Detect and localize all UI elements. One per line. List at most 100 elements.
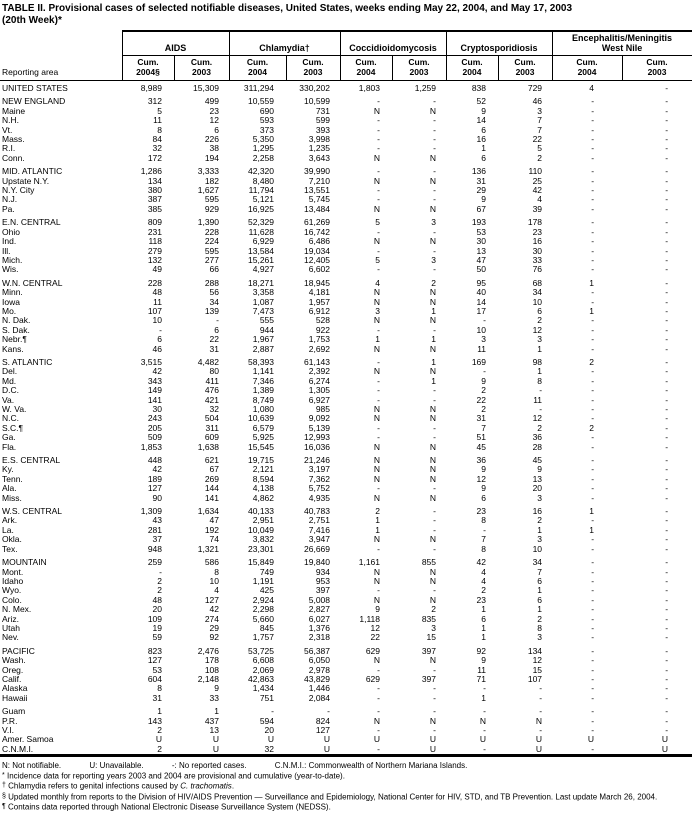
value-cell: 7,346 — [252, 376, 275, 386]
value-cell: 2 — [537, 153, 543, 163]
value-cell: 397 — [421, 674, 437, 684]
value-cell: N — [429, 204, 437, 214]
value-cell: - — [665, 83, 669, 93]
value-cell: - — [433, 484, 437, 494]
value-cell: - — [665, 423, 669, 433]
value-cell: 1,161 — [358, 558, 381, 568]
value-cell: - — [591, 395, 595, 405]
value-cell: 39,990 — [304, 167, 331, 177]
table-row: Va. 141 421 8,749 6,927 - - 22 11 - - — [0, 396, 692, 405]
value-cell: 17 — [476, 306, 487, 316]
reporting-area-cell: Ariz. — [2, 614, 19, 624]
value-cell: 20 — [264, 726, 275, 735]
table-row: Tex. 948 1,321 23,301 26,669 - - 8 10 - - — [0, 545, 692, 554]
value-cell: 1 — [537, 344, 543, 354]
value-cell: 6,927 — [308, 395, 331, 405]
value-cell: 2,978 — [308, 665, 331, 675]
value-cell: 629 — [365, 646, 381, 656]
value-cell: U — [479, 735, 487, 745]
value-cell: - — [377, 665, 381, 675]
table-row: Iowa 11 34 1,087 1,957 N N 14 10 - - — [0, 298, 692, 307]
table-row: Oreg. 53 108 2,069 2,978 - - 11 15 - - — [0, 666, 692, 675]
reporting-area-cell: Del. — [2, 367, 18, 377]
value-cell: - — [433, 684, 437, 694]
value-cell: - — [433, 386, 437, 396]
table-body: UNITED STATES 8,989 15,309 311,294 330,202 1,… — [0, 81, 692, 756]
value-cell: 178 — [527, 218, 543, 228]
value-cell: - — [665, 288, 669, 298]
reporting-area-cell: C.N.M.I. — [2, 744, 34, 754]
reporting-area-cell: NEW ENGLAND — [2, 97, 66, 107]
value-cell: 42 — [209, 605, 220, 615]
value-cell: 6,050 — [308, 656, 331, 666]
value-cell: 1 — [481, 605, 487, 615]
value-cell: 143 — [147, 716, 162, 726]
value-cell: - — [665, 144, 669, 154]
value-cell: 274 — [204, 614, 220, 624]
value-cell: - — [591, 726, 595, 735]
value-cell: 5,121 — [252, 195, 275, 205]
value-cell: 231 — [147, 227, 162, 237]
value-cell: - — [665, 414, 669, 424]
value-cell: - — [591, 707, 595, 717]
reporting-area-cell: Upstate N.Y. — [2, 176, 50, 186]
value-cell: 1,390 — [197, 218, 220, 228]
value-cell: N — [373, 656, 381, 666]
value-cell: - — [377, 484, 381, 494]
reporting-area-cell: Ind. — [2, 237, 17, 247]
reporting-area-cell: Ill. — [2, 246, 11, 256]
value-cell: - — [591, 567, 595, 577]
value-cell: 13 — [209, 726, 220, 735]
table-row: Mich. 132 277 15,261 12,405 5 3 47 33 - - — [0, 256, 692, 265]
value-cell: 107 — [147, 306, 162, 316]
table-row: Calif. 604 2,148 42,863 43,829 629 397 71 107 - - — [0, 675, 692, 684]
table-row: Ala. 127 144 4,138 5,752 - - 9 20 - - — [0, 484, 692, 493]
value-cell: 2 — [157, 726, 162, 735]
value-cell: - — [591, 605, 595, 615]
coccidioidomycosis-cum-2003-header: Cum. 2003 — [391, 55, 447, 81]
table-title-line1: TABLE II. Provisional cases of selected … — [2, 3, 573, 14]
value-cell: - — [665, 674, 669, 684]
value-cell: 10,639 — [248, 414, 275, 424]
value-cell: 10 — [532, 544, 543, 554]
value-cell: - — [377, 423, 381, 433]
value-cell: 1 — [589, 507, 595, 517]
value-cell: 4,181 — [308, 288, 331, 298]
value-cell: - — [665, 195, 669, 205]
table-row: D.C. 149 476 1,389 1,305 - - 2 - - - — [0, 386, 692, 395]
value-cell: - — [539, 707, 543, 717]
value-cell: 34 — [532, 288, 543, 298]
table-row: R.I. 32 38 1,295 1,235 - - 1 5 - - — [0, 144, 692, 153]
value-cell: 34 — [532, 558, 543, 568]
value-cell: 2,298 — [252, 605, 275, 615]
value-cell: - — [377, 744, 381, 754]
value-cell: - — [665, 614, 669, 624]
table-row: Del. 42 80 1,141 2,392 N N - 1 - - — [0, 367, 692, 376]
reporting-area-cell: Wyo. — [2, 586, 22, 596]
value-cell: 31 — [476, 176, 487, 186]
value-cell: 476 — [204, 386, 220, 396]
value-cell: 11 — [477, 665, 487, 675]
value-cell: - — [377, 116, 381, 126]
value-cell: 7 — [537, 567, 543, 577]
value-cell: 6 — [481, 153, 487, 163]
value-cell: U — [267, 735, 275, 745]
value-cell: 985 — [315, 405, 331, 414]
value-cell: 19,034 — [304, 246, 331, 256]
value-cell: - — [665, 716, 669, 726]
value-cell: 16 — [532, 237, 543, 247]
reporting-area-cell: Colo. — [2, 595, 22, 605]
value-cell: - — [377, 227, 381, 237]
value-cell: 84 — [152, 135, 162, 145]
table-row: P.R. 143 437 594 824 N N N N - - — [0, 717, 692, 726]
value-cell: 2 — [537, 516, 543, 526]
value-cell: - — [377, 144, 381, 154]
value-cell: 53,725 — [248, 646, 275, 656]
column-group-cryptosporidiosis: Cryptosporidiosis — [445, 30, 553, 56]
legend-cnmi: C.N.M.I.: Commonwealth of Northern Maria… — [274, 761, 468, 771]
value-cell: - — [591, 474, 595, 484]
value-cell: - — [591, 316, 595, 326]
value-cell: - — [591, 106, 595, 116]
value-cell: 16,925 — [248, 204, 275, 214]
value-cell: - — [433, 423, 437, 433]
